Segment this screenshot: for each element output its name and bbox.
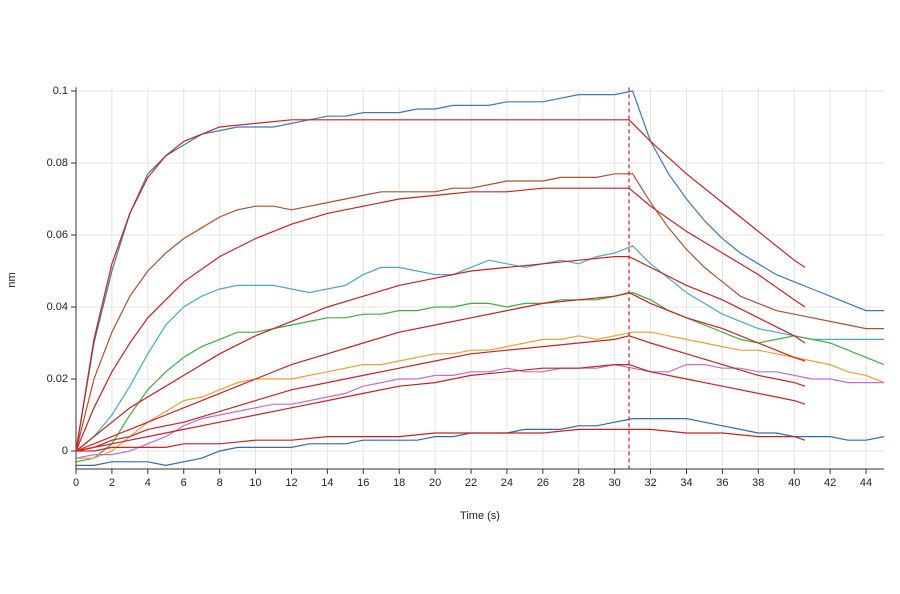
x-tick-label: 0 xyxy=(73,477,79,489)
x-tick-label: 8 xyxy=(217,477,223,489)
y-tick-label: 0.1 xyxy=(53,85,68,97)
x-tick-label: 18 xyxy=(393,477,405,489)
x-tick-label: 10 xyxy=(249,477,261,489)
data-line xyxy=(76,418,885,467)
x-axis-label: Time (s) xyxy=(460,510,500,522)
data-line xyxy=(75,335,806,452)
y-axis-label: nm xyxy=(6,272,18,287)
y-tick-label: 0.08 xyxy=(47,157,68,169)
x-tick-label: 14 xyxy=(321,477,333,489)
x-tick-label: 2 xyxy=(109,477,115,489)
data-line xyxy=(75,364,806,452)
x-tick-label: 20 xyxy=(429,477,441,489)
x-tick-label: 44 xyxy=(860,477,872,489)
x-tick-label: 26 xyxy=(537,477,549,489)
data-line xyxy=(75,363,884,459)
x-tick-label: 32 xyxy=(644,477,656,489)
x-tick-label: 38 xyxy=(752,477,764,489)
data-line xyxy=(76,428,806,452)
x-tick-label: 6 xyxy=(181,477,187,489)
y-tick-label: 0.04 xyxy=(47,301,68,313)
data-line xyxy=(75,173,884,452)
y-tick-label: 0.02 xyxy=(47,373,68,385)
x-tick-label: 30 xyxy=(609,477,621,489)
x-tick-label: 12 xyxy=(285,477,297,489)
y-tick-label: 0.06 xyxy=(47,229,68,241)
x-tick-label: 28 xyxy=(573,477,585,489)
x-tick-label: 36 xyxy=(716,477,728,489)
x-tick-label: 24 xyxy=(501,477,513,489)
x-tick-label: 22 xyxy=(465,477,477,489)
data-line xyxy=(75,245,884,452)
x-tick-label: 42 xyxy=(824,477,836,489)
y-tick-label: 0 xyxy=(62,445,68,457)
x-tick-label: 34 xyxy=(680,477,692,489)
data-line xyxy=(75,291,806,452)
data-line xyxy=(76,331,885,459)
data-line xyxy=(75,291,885,463)
data-line xyxy=(75,187,806,452)
data-line xyxy=(75,119,806,452)
x-tick-label: 40 xyxy=(788,477,800,489)
x-tick-label: 16 xyxy=(357,477,369,489)
x-tick-label: 4 xyxy=(145,477,151,489)
data-line xyxy=(75,90,884,452)
data-line xyxy=(75,256,806,452)
